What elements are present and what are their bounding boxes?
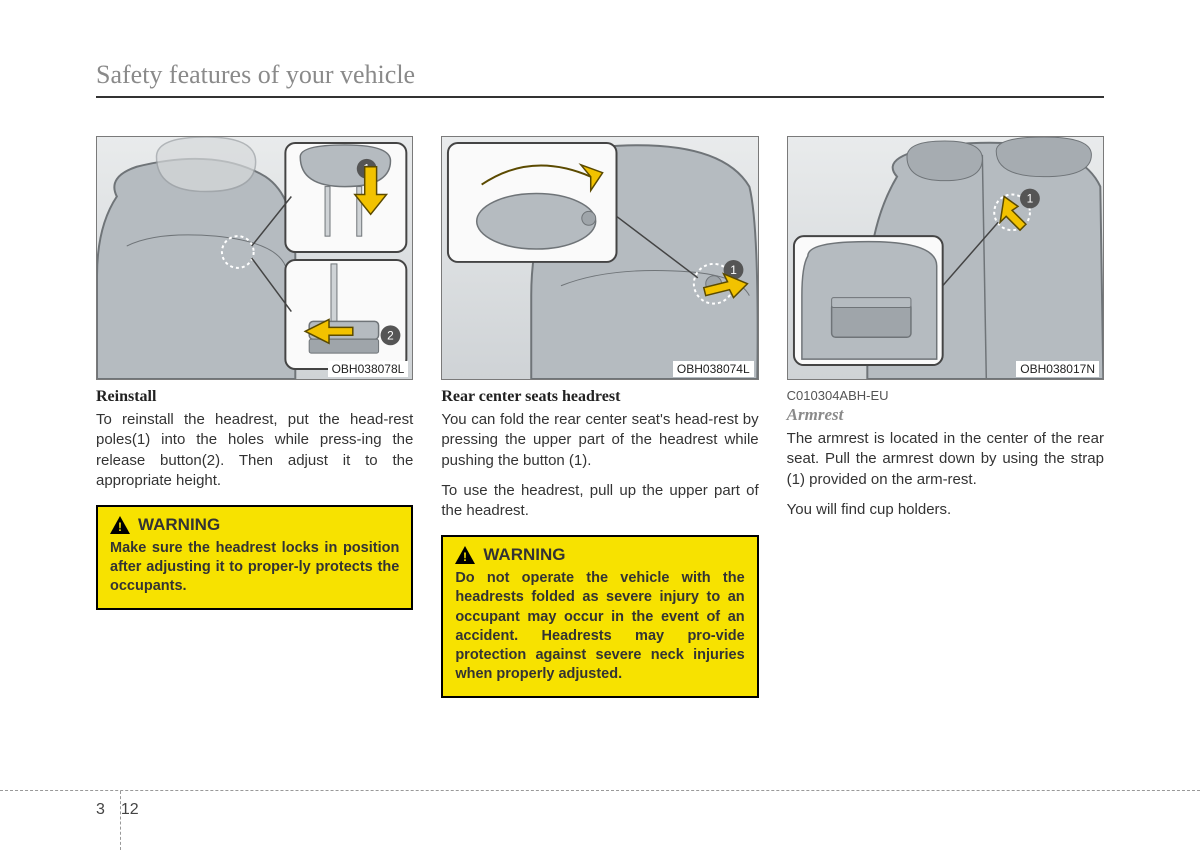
- seat-center-headrest-icon: 1: [442, 137, 757, 379]
- seat-headrest-reinstall-icon: 1 2: [97, 137, 412, 379]
- manual-page: Safety features of your vehicle: [0, 0, 1200, 698]
- page-footer: 3 12: [0, 790, 1200, 850]
- body-text: To reinstall the headrest, put the head-…: [96, 410, 413, 491]
- column-2: 1 OBH038074L Rear center seats headrest …: [441, 136, 758, 698]
- page-number-section: 3: [96, 801, 105, 819]
- column-3: 1 OBH038017N C010304ABH-EU Armrest The a…: [787, 136, 1104, 698]
- content-columns: 1 2 OBH038078L Reinstall To reinstall th…: [96, 136, 1104, 698]
- body-text: To use the headrest, pull up the upper p…: [441, 481, 758, 522]
- warning-body-text: Do not operate the vehicle with the head…: [455, 569, 744, 684]
- svg-text:1: 1: [1026, 191, 1033, 205]
- warning-title-text: WARNING: [138, 515, 220, 535]
- svg-text:1: 1: [731, 263, 738, 277]
- figure-label: OBH038074L: [673, 361, 754, 377]
- warning-box: ! WARNING Do not operate the vehicle wit…: [441, 535, 758, 698]
- page-number: 3 12: [96, 801, 139, 819]
- heading-rear-center: Rear center seats headrest: [441, 388, 758, 406]
- body-text: The armrest is located in the center of …: [787, 429, 1104, 490]
- figure-label: OBH038017N: [1016, 361, 1099, 377]
- figure-armrest: 1 OBH038017N: [787, 136, 1104, 380]
- body-text: You can fold the rear center seat's head…: [441, 410, 758, 471]
- svg-text:!: !: [118, 520, 122, 534]
- reference-code: C010304ABH-EU: [787, 388, 1104, 403]
- warning-box: ! WARNING Make sure the headrest locks i…: [96, 505, 413, 610]
- figure-rear-center-headrest: 1 OBH038074L: [441, 136, 758, 380]
- svg-text:2: 2: [387, 328, 394, 342]
- warning-triangle-icon: !: [110, 516, 130, 534]
- page-number-page: 12: [121, 801, 139, 819]
- heading-reinstall: Reinstall: [96, 388, 413, 406]
- svg-text:!: !: [463, 550, 467, 564]
- column-1: 1 2 OBH038078L Reinstall To reinstall th…: [96, 136, 413, 698]
- heading-armrest: Armrest: [787, 405, 1104, 425]
- body-text: You will find cup holders.: [787, 500, 1104, 520]
- seat-armrest-icon: 1: [788, 137, 1103, 379]
- figure-reinstall: 1 2 OBH038078L: [96, 136, 413, 380]
- warning-title-row: ! WARNING: [110, 515, 399, 535]
- warning-body-text: Make sure the headrest locks in position…: [110, 539, 399, 596]
- figure-label: OBH038078L: [328, 361, 409, 377]
- warning-title-row: ! WARNING: [455, 545, 744, 565]
- footer-divider: [120, 791, 121, 850]
- warning-triangle-icon: !: [455, 546, 475, 564]
- warning-title-text: WARNING: [483, 545, 565, 565]
- page-title: Safety features of your vehicle: [96, 60, 1104, 98]
